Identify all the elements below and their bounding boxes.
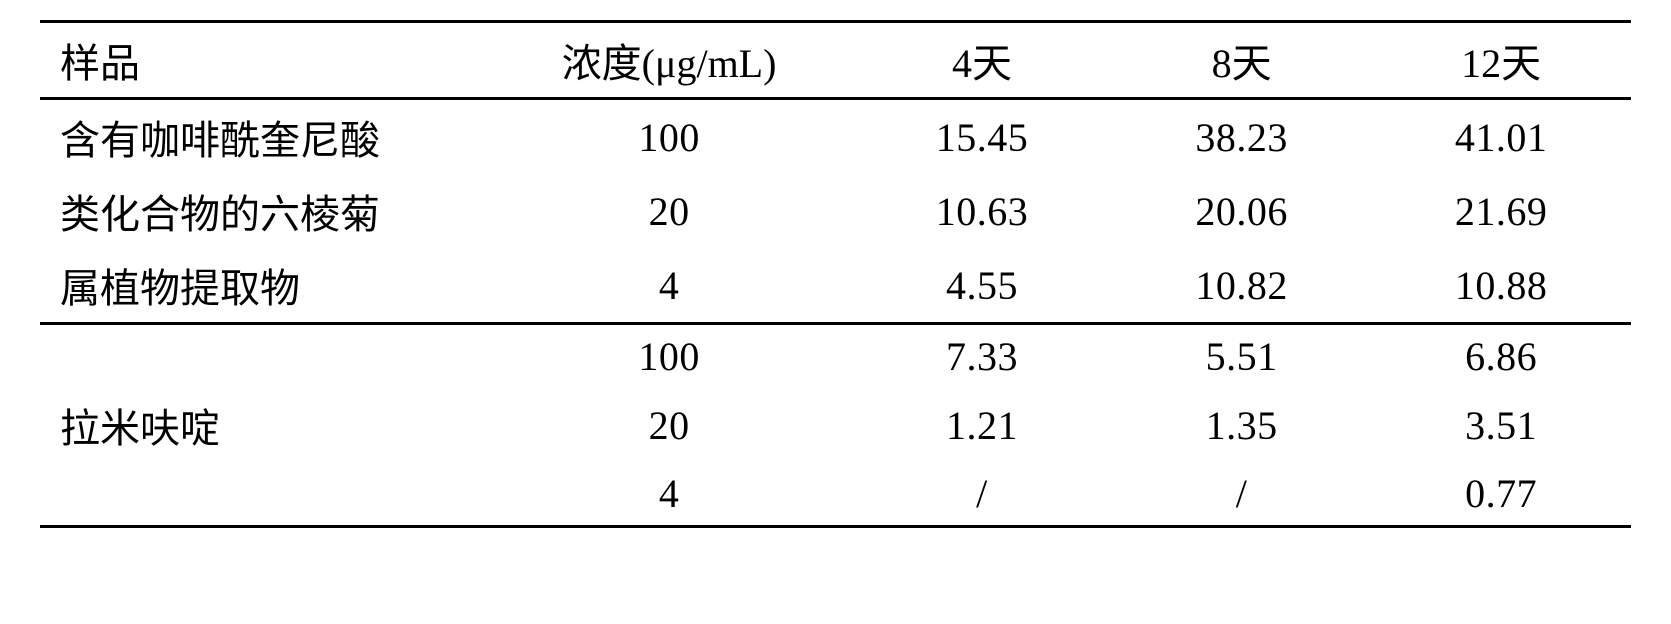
table-row: 属植物提取物 4 4.55 10.82 10.88: [40, 248, 1631, 324]
sample-label-line: 拉米呋啶: [40, 388, 486, 462]
cell-d8: 20.06: [1112, 174, 1372, 248]
cell-d12: 3.51: [1371, 388, 1631, 462]
cell-conc: 100: [486, 324, 852, 389]
cell-conc: 20: [486, 174, 852, 248]
sample-label-line: 类化合物的六棱菊: [40, 174, 486, 248]
table-row: 100 7.33 5.51 6.86: [40, 324, 1631, 389]
cell-conc: 20: [486, 388, 852, 462]
table-row: 4 / / 0.77: [40, 462, 1631, 527]
cell-d8: 38.23: [1112, 99, 1372, 175]
col-header-sample: 样品: [40, 22, 486, 99]
table-header-row: 样品 浓度(μg/mL) 4天 8天 12天: [40, 22, 1631, 99]
cell-conc: 4: [486, 248, 852, 324]
cell-d8: 5.51: [1112, 324, 1372, 389]
cell-d4: 15.45: [852, 99, 1112, 175]
cell-d12: 10.88: [1371, 248, 1631, 324]
sample-label-line: 含有咖啡酰奎尼酸: [40, 99, 486, 175]
table-row: 拉米呋啶 20 1.21 1.35 3.51: [40, 388, 1631, 462]
sample-label-line: [40, 324, 486, 389]
cell-d8: 1.35: [1112, 388, 1372, 462]
cell-d8: /: [1112, 462, 1372, 527]
sample-label-line: [40, 462, 486, 527]
data-table: 样品 浓度(μg/mL) 4天 8天 12天 含有咖啡酰奎尼酸 100 15.4…: [40, 20, 1631, 528]
table-row: 含有咖啡酰奎尼酸 100 15.45 38.23 41.01: [40, 99, 1631, 175]
cell-d12: 0.77: [1371, 462, 1631, 527]
cell-d12: 21.69: [1371, 174, 1631, 248]
cell-d4: 4.55: [852, 248, 1112, 324]
sample-label-line: 属植物提取物: [40, 248, 486, 324]
cell-d4: 7.33: [852, 324, 1112, 389]
cell-conc: 4: [486, 462, 852, 527]
cell-d12: 6.86: [1371, 324, 1631, 389]
cell-conc: 100: [486, 99, 852, 175]
col-header-day12: 12天: [1371, 22, 1631, 99]
col-header-concentration: 浓度(μg/mL): [486, 22, 852, 99]
cell-d4: 10.63: [852, 174, 1112, 248]
cell-d8: 10.82: [1112, 248, 1372, 324]
cell-d12: 41.01: [1371, 99, 1631, 175]
col-header-day8: 8天: [1112, 22, 1372, 99]
cell-d4: 1.21: [852, 388, 1112, 462]
table-row: 类化合物的六棱菊 20 10.63 20.06 21.69: [40, 174, 1631, 248]
col-header-day4: 4天: [852, 22, 1112, 99]
cell-d4: /: [852, 462, 1112, 527]
